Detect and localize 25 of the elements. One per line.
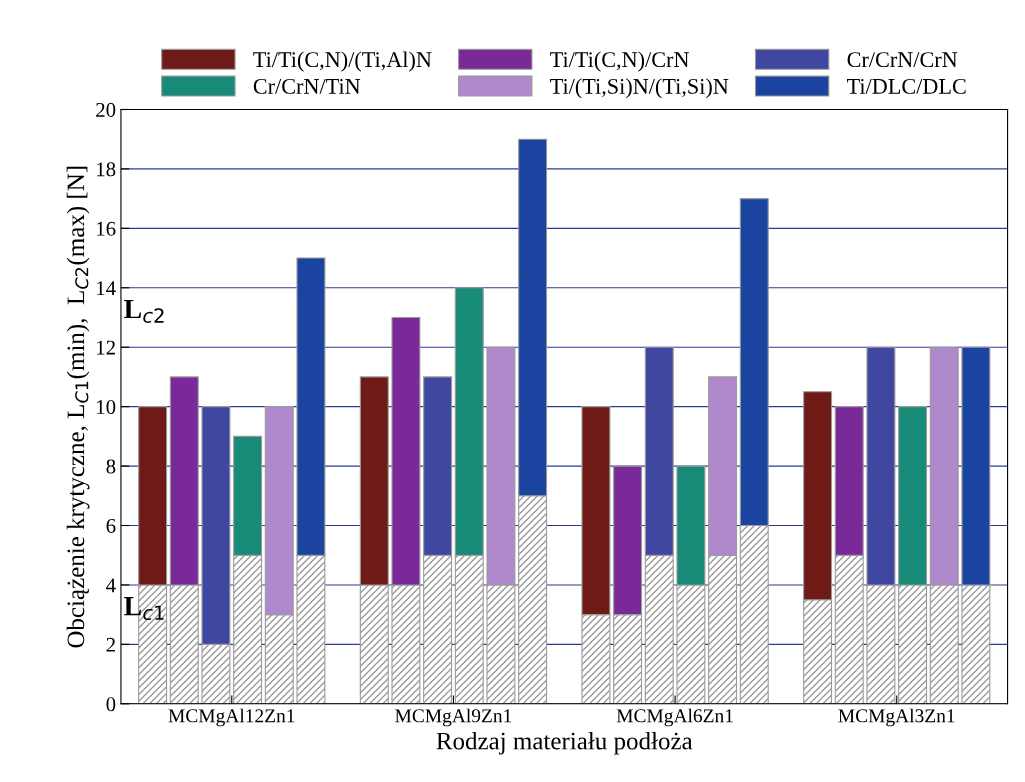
- y-axis-title: Obciążenie krytyczne, L$_{C1}$(min), L$_{C2}$(max) [N]: [66, 166, 90, 648]
- y-tick-label: 0: [106, 697, 116, 712]
- legend-label: Ti/DLC/DLC: [847, 78, 966, 94]
- y-tick-label: 18: [97, 162, 116, 177]
- y-tick-label: 10: [97, 400, 116, 415]
- y-tick-label: 14: [97, 281, 116, 295]
- text: MCMgAl3Zn1: [838, 708, 955, 727]
- legend-label: Ti/Ti(C,N)/CrN: [550, 51, 689, 72]
- y-tick-label: 4: [106, 578, 116, 593]
- text: MCMgAl9Zn1: [395, 708, 512, 727]
- legend-label: Cr/CrN/TiN: [253, 78, 361, 94]
- y-tick-label: 6: [106, 518, 116, 533]
- text: MCMgAl12Zn1: [168, 708, 295, 727]
- annotation: L$_{c2}$: [124, 299, 164, 323]
- y-tick-label: 20: [96, 102, 116, 117]
- text: MCMgAl6Zn1: [616, 708, 733, 727]
- y-tick-label: 16: [97, 221, 116, 236]
- y-tick-label: 8: [106, 459, 116, 474]
- legend-label: Cr/CrN/CrN: [847, 52, 958, 68]
- legend-label: Ti/(Ti,Si)N/(Ti,Si)N: [550, 78, 729, 99]
- y-tick-label: 12: [97, 340, 115, 355]
- y-tick-label: 2: [106, 637, 115, 652]
- x-axis-title: Rodzaj materiału podłoża: [436, 731, 693, 755]
- legend-label: Ti/Ti(C,N)/(Ti,Al)N: [253, 51, 432, 72]
- annotation: L$_{c1}$: [124, 597, 164, 621]
